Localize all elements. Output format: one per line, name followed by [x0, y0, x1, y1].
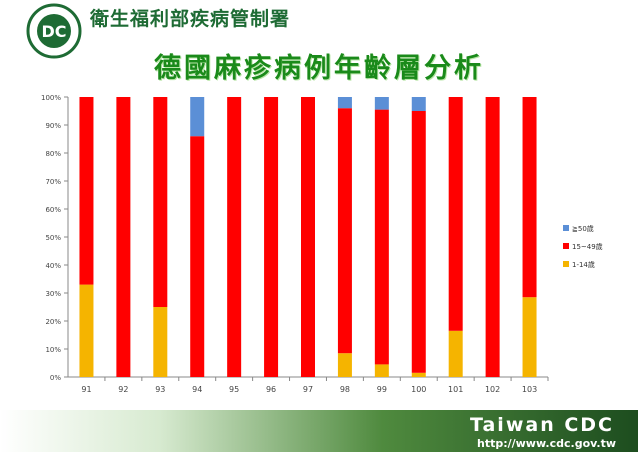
legend-label: 1-14歲 [572, 260, 595, 269]
bar-segment [448, 97, 463, 331]
x-tick-label: 99 [377, 385, 387, 394]
y-tick-label: 40% [45, 262, 61, 270]
bar-segment [485, 97, 500, 377]
bar-segment [79, 97, 94, 285]
legend-label: ≧50歲 [572, 224, 594, 233]
x-tick-label: 102 [485, 385, 500, 394]
legend-label: 15~49歲 [572, 242, 603, 251]
legend-swatch [563, 243, 569, 249]
bar-segment [337, 353, 352, 377]
x-tick-label: 93 [155, 385, 165, 394]
x-tick-label: 95 [229, 385, 239, 394]
footer-bar [0, 410, 638, 452]
chart-title: 德國麻疹病例年齡層分析 [154, 53, 484, 84]
y-tick-label: 60% [45, 206, 61, 214]
bar-segment [153, 307, 168, 377]
logo-letters: DC [41, 22, 66, 41]
bar-segment [79, 284, 94, 377]
y-tick-label: 90% [45, 122, 61, 130]
bar-segment [337, 97, 352, 109]
bar-segment [301, 97, 315, 377]
bar-segment [411, 111, 426, 373]
bar-segment [190, 97, 205, 137]
bar-segment [374, 109, 389, 365]
y-tick-label: 30% [45, 290, 61, 298]
x-tick-label: 100 [411, 385, 426, 394]
footer-brand: Taiwan CDC [469, 414, 614, 436]
cdc-logo: DC [26, 3, 82, 59]
x-tick-label: 96 [266, 385, 276, 394]
bar-segment [522, 297, 537, 377]
legend-swatch [563, 225, 569, 231]
y-tick-label: 50% [45, 234, 61, 242]
bar-segment [116, 97, 131, 377]
x-tick-label: 98 [340, 385, 350, 394]
bar-segment [374, 97, 389, 110]
x-tick-label: 91 [81, 385, 91, 394]
bar-segment [227, 97, 242, 377]
bar-segment [153, 97, 168, 307]
y-tick-label: 0% [50, 374, 61, 382]
bar-segment [411, 372, 426, 377]
bar-segment [190, 136, 205, 377]
y-tick-label: 20% [45, 318, 61, 326]
x-tick-label: 101 [448, 385, 463, 394]
y-tick-label: 100% [41, 94, 61, 102]
bar-segment [522, 97, 537, 298]
legend-swatch [563, 261, 569, 267]
org-name: 衛生福利部疾病管制署 [90, 8, 291, 30]
x-tick-label: 97 [303, 385, 313, 394]
bar-segment [264, 97, 279, 377]
bar-segment [448, 330, 463, 377]
footer-url[interactable]: http://www.cdc.gov.tw [476, 437, 616, 450]
y-tick-label: 10% [45, 346, 61, 354]
x-tick-label: 94 [192, 385, 202, 394]
bar-segment [374, 364, 389, 377]
y-tick-label: 80% [45, 150, 61, 158]
bar-segment [411, 97, 426, 111]
x-tick-label: 103 [522, 385, 537, 394]
bar-segment [337, 108, 352, 354]
x-tick-label: 92 [118, 385, 128, 394]
y-tick-label: 70% [45, 178, 61, 186]
